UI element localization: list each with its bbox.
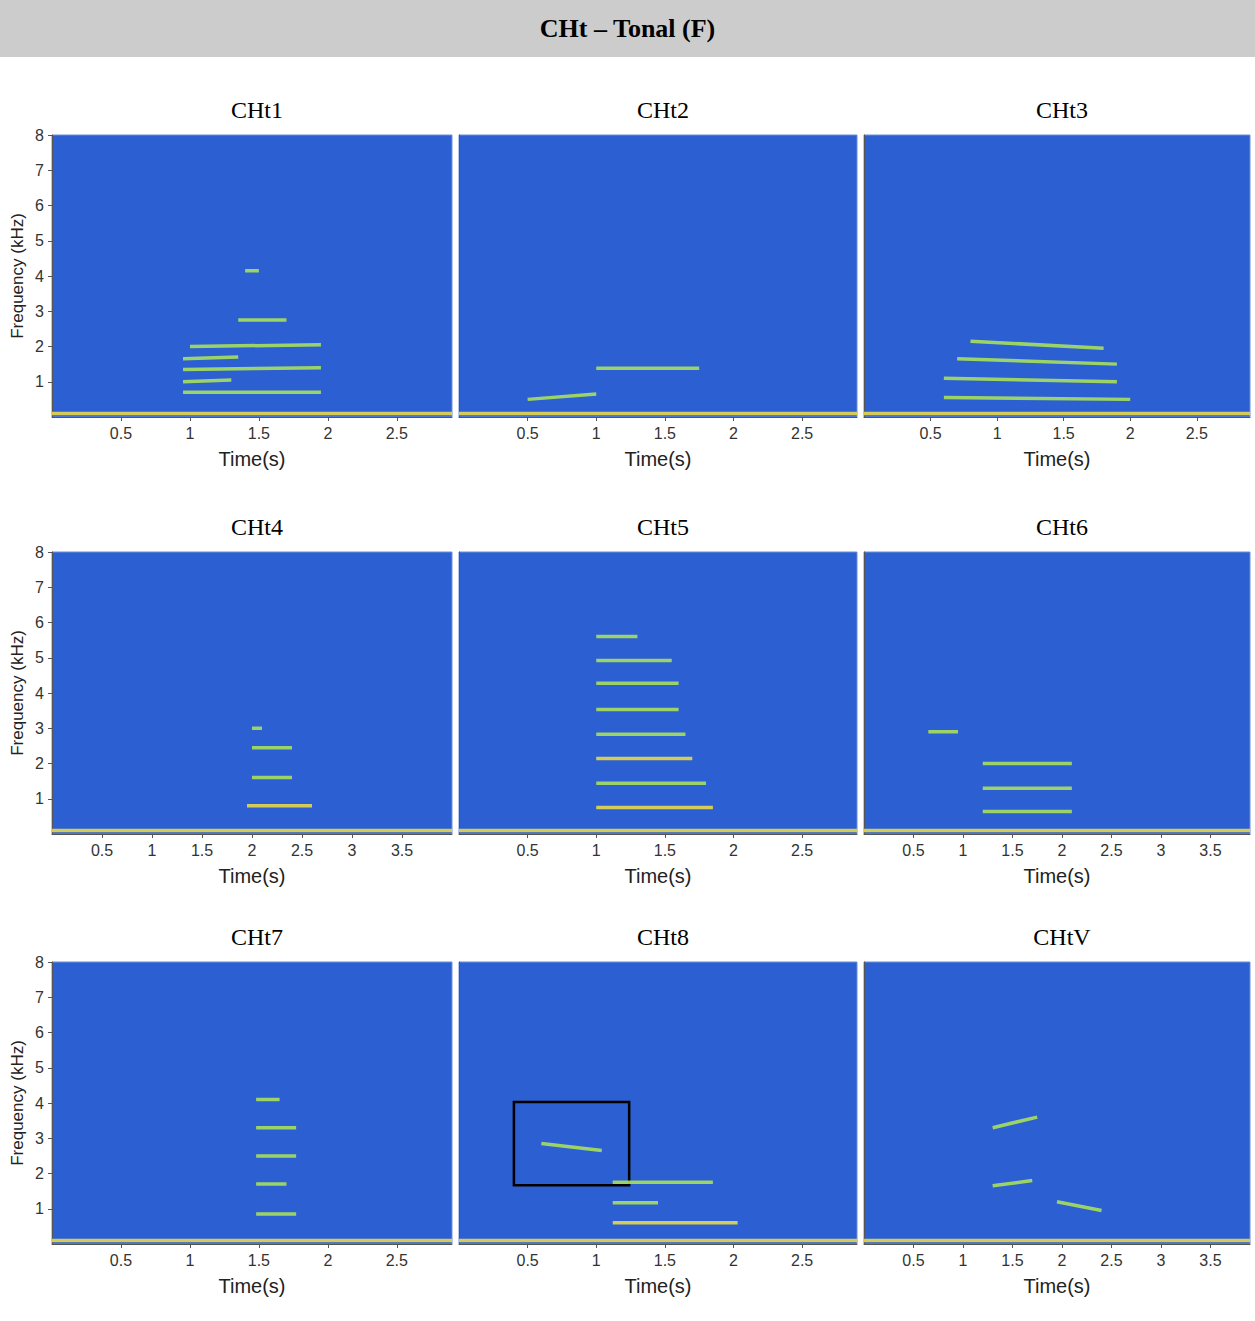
svg-text:3: 3 <box>1156 1252 1165 1269</box>
svg-text:Time(s): Time(s) <box>624 865 691 887</box>
svg-text:1: 1 <box>185 1252 194 1269</box>
svg-text:3: 3 <box>348 842 357 859</box>
svg-text:2: 2 <box>1057 1252 1066 1269</box>
svg-text:1: 1 <box>592 425 601 442</box>
svg-text:Time(s): Time(s) <box>1023 448 1090 470</box>
svg-text:2: 2 <box>35 338 44 355</box>
svg-text:5: 5 <box>35 649 44 666</box>
svg-text:3.5: 3.5 <box>1199 1252 1221 1269</box>
svg-text:1: 1 <box>185 425 194 442</box>
svg-text:6: 6 <box>35 614 44 631</box>
svg-text:1: 1 <box>993 425 1002 442</box>
svg-text:1: 1 <box>592 842 601 859</box>
svg-text:6: 6 <box>35 197 44 214</box>
svg-text:2: 2 <box>729 425 738 442</box>
svg-text:2.5: 2.5 <box>386 425 408 442</box>
svg-text:3.5: 3.5 <box>391 842 413 859</box>
svg-text:Time(s): Time(s) <box>1023 1275 1090 1297</box>
svg-text:0.5: 0.5 <box>516 842 538 859</box>
svg-text:4: 4 <box>35 685 44 702</box>
svg-text:1: 1 <box>35 790 44 807</box>
svg-text:2.5: 2.5 <box>386 1252 408 1269</box>
svg-text:1: 1 <box>35 373 44 390</box>
svg-text:1: 1 <box>959 842 968 859</box>
svg-text:1: 1 <box>592 1252 601 1269</box>
svg-text:Time(s): Time(s) <box>218 865 285 887</box>
svg-text:2.5: 2.5 <box>1100 1252 1122 1269</box>
html-text:CHt – Tonal (F): CHt – Tonal (F) <box>539 13 716 43</box>
svg-text:2.5: 2.5 <box>791 842 813 859</box>
svg-text:CHt4: CHt4 <box>231 514 283 540</box>
svg-text:Frequency (kHz): Frequency (kHz) <box>8 630 27 756</box>
svg-text:Time(s): Time(s) <box>1023 865 1090 887</box>
svg-text:1.5: 1.5 <box>1001 1252 1023 1269</box>
svg-text:CHt3: CHt3 <box>1036 97 1088 123</box>
svg-text:8: 8 <box>35 954 44 971</box>
svg-text:8: 8 <box>35 544 44 561</box>
svg-text:6: 6 <box>35 1024 44 1041</box>
svg-text:2.5: 2.5 <box>791 1252 813 1269</box>
svg-text:2.5: 2.5 <box>291 842 313 859</box>
svg-text:2: 2 <box>323 425 332 442</box>
svg-text:2: 2 <box>323 1252 332 1269</box>
svg-text:3: 3 <box>35 303 44 320</box>
svg-text:0.5: 0.5 <box>516 425 538 442</box>
svg-text:1.5: 1.5 <box>1053 425 1075 442</box>
svg-text:3: 3 <box>35 720 44 737</box>
svg-text:2: 2 <box>1057 842 1066 859</box>
svg-text:1: 1 <box>148 842 157 859</box>
svg-text:CHt2: CHt2 <box>637 97 689 123</box>
svg-text:CHtV: CHtV <box>1033 924 1091 950</box>
svg-text:0.5: 0.5 <box>110 1252 132 1269</box>
svg-text:CHt6: CHt6 <box>1036 514 1088 540</box>
svg-text:2: 2 <box>248 842 257 859</box>
svg-text:0.5: 0.5 <box>902 1252 924 1269</box>
svg-text:0.5: 0.5 <box>902 842 924 859</box>
svg-text:CHt1: CHt1 <box>231 97 283 123</box>
svg-text:2.5: 2.5 <box>791 425 813 442</box>
svg-text:5: 5 <box>35 1059 44 1076</box>
svg-text:2: 2 <box>729 1252 738 1269</box>
svg-text:7: 7 <box>35 579 44 596</box>
svg-text:Frequency (kHz): Frequency (kHz) <box>8 1040 27 1166</box>
svg-text:3: 3 <box>1156 842 1165 859</box>
svg-text:CHt5: CHt5 <box>637 514 689 540</box>
svg-text:3.5: 3.5 <box>1199 842 1221 859</box>
svg-text:1.5: 1.5 <box>248 425 270 442</box>
svg-text:7: 7 <box>35 162 44 179</box>
svg-text:1.5: 1.5 <box>654 842 676 859</box>
svg-text:0.5: 0.5 <box>919 425 941 442</box>
svg-text:1: 1 <box>959 1252 968 1269</box>
svg-text:1.5: 1.5 <box>654 1252 676 1269</box>
svg-text:7: 7 <box>35 989 44 1006</box>
svg-text:1.5: 1.5 <box>1001 842 1023 859</box>
svg-text:8: 8 <box>35 127 44 144</box>
svg-text:0.5: 0.5 <box>110 425 132 442</box>
svg-text:1.5: 1.5 <box>191 842 213 859</box>
svg-text:2.5: 2.5 <box>1100 842 1122 859</box>
svg-text:2: 2 <box>35 1165 44 1182</box>
svg-text:Time(s): Time(s) <box>624 448 691 470</box>
svg-text:Time(s): Time(s) <box>218 1275 285 1297</box>
svg-text:2: 2 <box>1126 425 1135 442</box>
svg-text:3: 3 <box>35 1130 44 1147</box>
svg-text:1: 1 <box>35 1200 44 1217</box>
svg-text:5: 5 <box>35 232 44 249</box>
svg-text:0.5: 0.5 <box>91 842 113 859</box>
svg-text:Frequency (kHz): Frequency (kHz) <box>8 213 27 339</box>
svg-text:1.5: 1.5 <box>248 1252 270 1269</box>
svg-text:Time(s): Time(s) <box>624 1275 691 1297</box>
svg-text:Time(s): Time(s) <box>218 448 285 470</box>
svg-text:4: 4 <box>35 1095 44 1112</box>
svg-text:CHt8: CHt8 <box>637 924 689 950</box>
svg-text:2: 2 <box>35 755 44 772</box>
svg-text:2.5: 2.5 <box>1186 425 1208 442</box>
svg-text:0.5: 0.5 <box>516 1252 538 1269</box>
svg-text:4: 4 <box>35 268 44 285</box>
svg-text:CHt7: CHt7 <box>231 924 283 950</box>
svg-text:1.5: 1.5 <box>654 425 676 442</box>
svg-text:2: 2 <box>729 842 738 859</box>
